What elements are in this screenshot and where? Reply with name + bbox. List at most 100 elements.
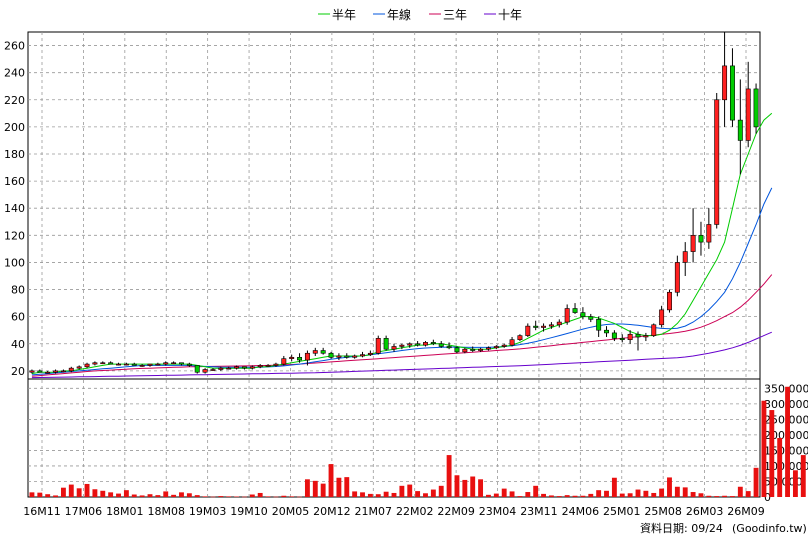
candle — [722, 32, 728, 127]
candle — [525, 323, 531, 337]
candle-body — [383, 338, 389, 350]
candle — [659, 305, 665, 328]
volume-bar — [304, 479, 310, 497]
candle-body — [92, 362, 98, 365]
volume-bar — [320, 483, 326, 497]
ma-ten-year-line — [31, 331, 772, 379]
candle-body — [596, 319, 602, 331]
candle-body — [446, 346, 452, 349]
x-tick-label: 24M06 — [562, 505, 600, 518]
candle — [517, 334, 523, 342]
volume-bar — [257, 492, 263, 497]
candle — [249, 365, 255, 370]
candle-body — [423, 342, 428, 346]
candle — [155, 362, 161, 366]
candle — [564, 304, 570, 325]
price-tick-label: 80 — [11, 284, 25, 297]
candle-body — [588, 316, 594, 320]
candle-body — [45, 371, 51, 374]
candle — [123, 362, 129, 366]
volume-bar — [541, 493, 546, 497]
candle-body — [509, 339, 515, 346]
volume-bar — [100, 490, 106, 497]
candle — [92, 361, 98, 366]
candle — [53, 369, 59, 374]
volume-bar — [777, 438, 783, 497]
candle — [501, 343, 507, 348]
volume-bar — [226, 496, 232, 497]
candle-body — [438, 343, 444, 347]
candle — [627, 330, 633, 344]
candle — [643, 332, 649, 342]
candle-body — [304, 352, 310, 361]
volume-bar — [415, 491, 421, 497]
candle-body — [297, 357, 303, 361]
candle-body — [179, 362, 184, 365]
candle-body — [234, 366, 240, 369]
volume-bar — [194, 495, 200, 497]
candle — [682, 242, 688, 276]
volume-bar — [478, 479, 484, 497]
candle-body — [171, 362, 177, 365]
x-tick-label: 26M03 — [686, 505, 724, 518]
candle — [619, 334, 625, 343]
volume-bar — [281, 495, 287, 497]
candle-body — [155, 363, 161, 366]
candle-body — [289, 357, 295, 359]
candle — [415, 341, 421, 347]
price-tick-label: 160 — [4, 175, 25, 188]
candle — [391, 343, 397, 352]
candle-body — [147, 363, 153, 366]
candle — [737, 79, 743, 175]
price-tick-label: 40 — [11, 338, 25, 351]
volume-bar — [470, 476, 476, 497]
candle-body — [336, 355, 342, 358]
candle-body — [430, 342, 436, 345]
candle-body — [729, 65, 735, 121]
candle — [541, 323, 547, 332]
candle — [147, 363, 153, 367]
candle — [273, 362, 279, 367]
volume-bar — [761, 400, 767, 497]
candle-body — [194, 365, 200, 373]
candle-body — [352, 355, 358, 358]
candle-body — [163, 362, 169, 365]
candle-body — [186, 363, 192, 366]
candle-body — [257, 365, 263, 368]
candle-body — [68, 367, 74, 372]
candle — [265, 364, 271, 367]
volume-bar — [635, 489, 641, 497]
candle — [194, 365, 200, 374]
volume-bars — [29, 386, 806, 498]
candle-body — [131, 363, 137, 366]
candle-body — [202, 369, 208, 373]
candle — [131, 362, 137, 366]
volume-bar — [438, 485, 444, 497]
volume-bar — [45, 494, 51, 497]
volume-bar — [391, 492, 397, 497]
volume-bar — [53, 495, 58, 497]
footer-source: (Goodinfo.tw) — [732, 522, 807, 535]
candle-body — [320, 350, 326, 354]
candle-body — [604, 329, 609, 334]
candle-body — [391, 346, 397, 350]
candle — [68, 366, 74, 373]
volume-bar — [76, 488, 82, 497]
candle — [100, 361, 106, 365]
chart-legend: 半年 年線 三年 十年 — [318, 7, 522, 22]
x-tick-label: 17M06 — [65, 505, 103, 518]
candle — [533, 320, 539, 331]
candle — [171, 361, 177, 365]
volume-bar — [123, 490, 129, 497]
volume-bar — [242, 496, 247, 498]
volume-bar — [131, 494, 137, 497]
candle — [572, 303, 578, 314]
candle — [548, 322, 554, 329]
candle-body — [651, 324, 657, 336]
candle-body — [139, 365, 145, 367]
candle — [202, 368, 208, 374]
volume-bar — [249, 494, 255, 497]
volume-bar — [525, 492, 531, 497]
candle — [470, 346, 476, 352]
candle — [37, 369, 43, 373]
